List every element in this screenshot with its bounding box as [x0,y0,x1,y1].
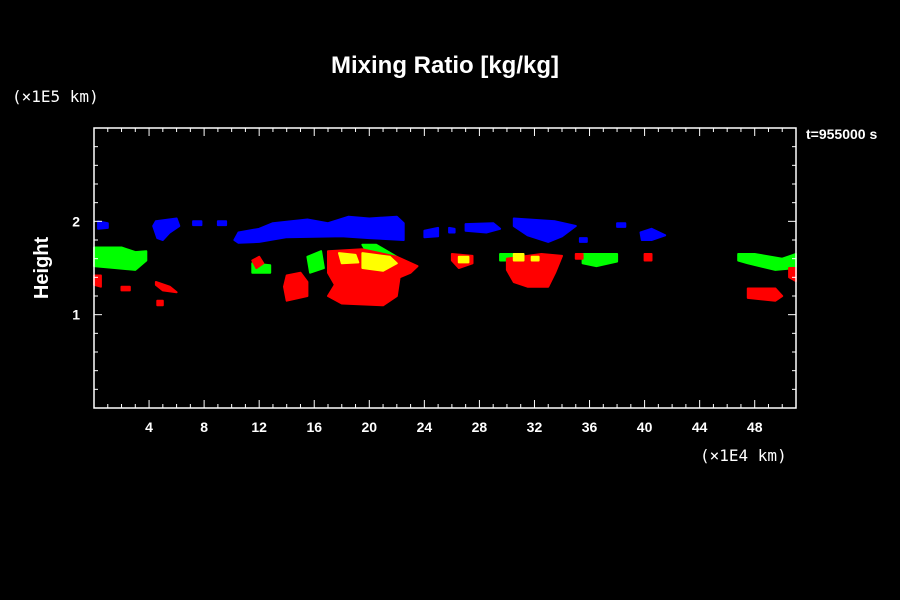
x-tick-label: 12 [251,419,267,435]
chart-title: Mixing Ratio [kg/kg] [331,52,559,79]
x-tick-label: 16 [306,419,322,435]
red-region-2 [154,281,178,294]
green-region-5 [581,253,619,268]
blue-region-4 [233,215,405,244]
x-tick-label: 32 [527,419,543,435]
time-label: t=955000 s [806,126,877,142]
x-tick-label: 8 [200,419,208,435]
blue-region-9 [578,237,588,243]
blue-region-3 [216,220,228,227]
blue-region-11 [639,227,667,241]
x-tick-label: 24 [417,419,433,435]
y-tick-label: 2 [72,213,80,229]
plot-frame [93,127,797,409]
blue-region-7 [464,222,502,234]
red-region-3 [156,299,164,307]
green-region-2 [306,250,325,274]
blue-region-5 [423,226,440,239]
y-unit-label: (×1E5 km) [12,87,99,106]
y-axis-label: Height [31,237,53,300]
x-tick-label: 28 [472,419,488,435]
yellow-region-0 [338,252,360,265]
green-region-6 [737,253,797,271]
blue-region-2 [192,220,203,227]
red-region-4 [251,255,265,269]
blue-region-6 [448,226,456,234]
x-tick-label: 36 [582,419,598,435]
blue-region-8 [512,217,577,243]
x-tick-label: 48 [747,419,763,435]
blue-region-10 [616,222,627,228]
red-region-9 [574,253,584,260]
x-tick-label: 4 [145,419,153,435]
red-region-8 [505,253,563,288]
red-region-11 [746,287,784,302]
x-tick-label: 44 [692,419,708,435]
yellow-region-1 [361,252,398,272]
blue-region-1 [152,217,181,241]
x-unit-label: (×1E4 km) [700,446,787,465]
red-region-5 [283,271,309,302]
x-tick-label: 40 [637,419,653,435]
red-region-1 [120,285,131,292]
yellow-region-4 [530,255,540,262]
green-region-0 [93,246,148,271]
x-tick-label: 20 [362,419,378,435]
yellow-region-2 [457,255,470,264]
y-tick-label: 1 [72,307,80,323]
blue-region-0 [97,220,109,230]
red-region-12 [788,267,797,283]
red-region-10 [643,253,653,262]
yellow-region-3 [512,253,525,262]
